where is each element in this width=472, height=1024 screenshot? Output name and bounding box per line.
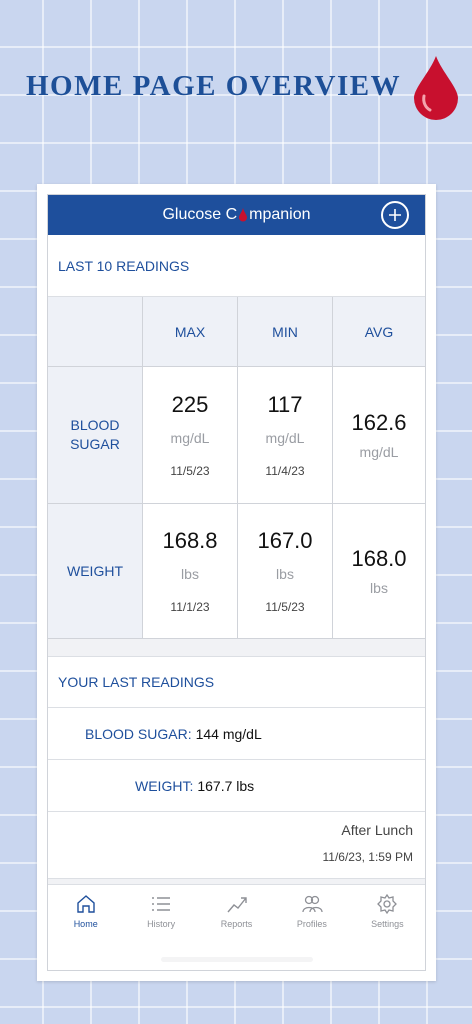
reading-note: After Lunch (341, 822, 413, 838)
value: 162.6 (351, 410, 407, 435)
tab-label: Profiles (296, 919, 327, 929)
stats-table: MAX MIN AVG BLOOD SUGAR 225 mg/dL 11/5/2… (48, 297, 425, 639)
reading-meta: After Lunch 11/6/23, 1:59 PM (48, 812, 425, 879)
date: 11/5/23 (170, 464, 210, 478)
date: 11/4/23 (265, 464, 305, 478)
unit: lbs (276, 566, 294, 582)
tab-bar: Home History Reports Profiles Settings (48, 884, 425, 970)
weight-min-cell: 167.0 lbs 11/5/23 (238, 504, 333, 639)
last-ten-section: LAST 10 READINGS MAX MIN AVG BLOOD SUGAR… (48, 235, 425, 639)
plus-circle-icon (389, 209, 401, 221)
value: 167.0 (257, 528, 313, 553)
last-readings-heading: YOUR LAST READINGS (48, 657, 425, 708)
users-icon (302, 895, 323, 913)
tab-label: History (147, 919, 176, 929)
tab-label: Home (73, 919, 98, 929)
phone-frame: Glucose C mpanion LAST 10 READINGS MAX M… (37, 184, 436, 981)
reading-timestamp: 11/6/23, 1:59 PM (322, 850, 413, 864)
row-label-blood-sugar: BLOOD SUGAR (48, 367, 143, 504)
tab-label: Reports (220, 919, 253, 929)
date: 11/5/23 (265, 600, 305, 614)
app-title: Glucose C mpanion (162, 206, 310, 224)
row-label-line: BLOOD (70, 417, 120, 433)
list-icon (152, 897, 171, 911)
value: 117 (267, 392, 303, 417)
home-indicator (161, 957, 313, 962)
tab-history[interactable]: History (123, 885, 198, 970)
column-header-min: MIN (238, 297, 333, 367)
title-drop-icon (239, 208, 248, 222)
value: 168.8 (162, 528, 218, 553)
page-title: HOME PAGE OVERVIEW (26, 70, 402, 102)
column-header-avg: AVG (333, 297, 425, 367)
weight-avg-cell: 168.0 lbs (333, 504, 425, 639)
last-weight-row[interactable]: WEIGHT: 167.7 lbs (48, 760, 425, 812)
tab-home[interactable]: Home (48, 885, 123, 970)
app-title-suffix: mpanion (249, 206, 311, 223)
weight-value: 167.7 lbs (197, 777, 255, 794)
value: 225 (171, 392, 209, 417)
unit: mg/dL (359, 444, 399, 460)
date: 11/1/23 (170, 600, 210, 614)
tab-settings[interactable]: Settings (350, 885, 425, 970)
row-label-line: WEIGHT (67, 562, 123, 579)
gear-icon (377, 893, 398, 915)
section-divider (48, 639, 425, 657)
corner-cell (48, 297, 143, 367)
column-header-max: MAX (143, 297, 238, 367)
unit: lbs (370, 580, 388, 596)
blood-sugar-min-cell: 117 mg/dL 11/4/23 (238, 367, 333, 504)
tab-reports[interactable]: Reports (199, 885, 274, 970)
unit: mg/dL (170, 430, 210, 446)
weight-max-cell: 168.8 lbs 11/1/23 (143, 504, 238, 639)
row-label-weight: WEIGHT (48, 504, 143, 639)
app-title-prefix: Glucose C (162, 206, 238, 223)
value: 168.0 (351, 546, 407, 571)
last-blood-sugar-row[interactable]: BLOOD SUGAR: 144 mg/dL (48, 708, 425, 760)
blood-sugar-value: 144 mg/dL (195, 725, 262, 742)
tab-profiles[interactable]: Profiles (274, 885, 349, 970)
row-label-line: SUGAR (70, 436, 120, 452)
home-icon (77, 895, 95, 913)
tab-label: Settings (371, 919, 404, 929)
weight-label: WEIGHT: (135, 777, 194, 794)
phone-screen: Glucose C mpanion LAST 10 READINGS MAX M… (47, 194, 426, 971)
blood-sugar-label: BLOOD SUGAR: (85, 725, 192, 742)
blood-sugar-avg-cell: 162.6 mg/dL (333, 367, 425, 504)
unit: mg/dL (265, 430, 305, 446)
blood-drop-icon (414, 56, 458, 120)
chart-icon (226, 897, 247, 913)
blood-sugar-max-cell: 225 mg/dL 11/5/23 (143, 367, 238, 504)
app-header: Glucose C mpanion (48, 195, 425, 235)
add-reading-button[interactable] (381, 201, 409, 229)
unit: lbs (181, 566, 199, 582)
section-heading: LAST 10 READINGS (48, 235, 425, 297)
